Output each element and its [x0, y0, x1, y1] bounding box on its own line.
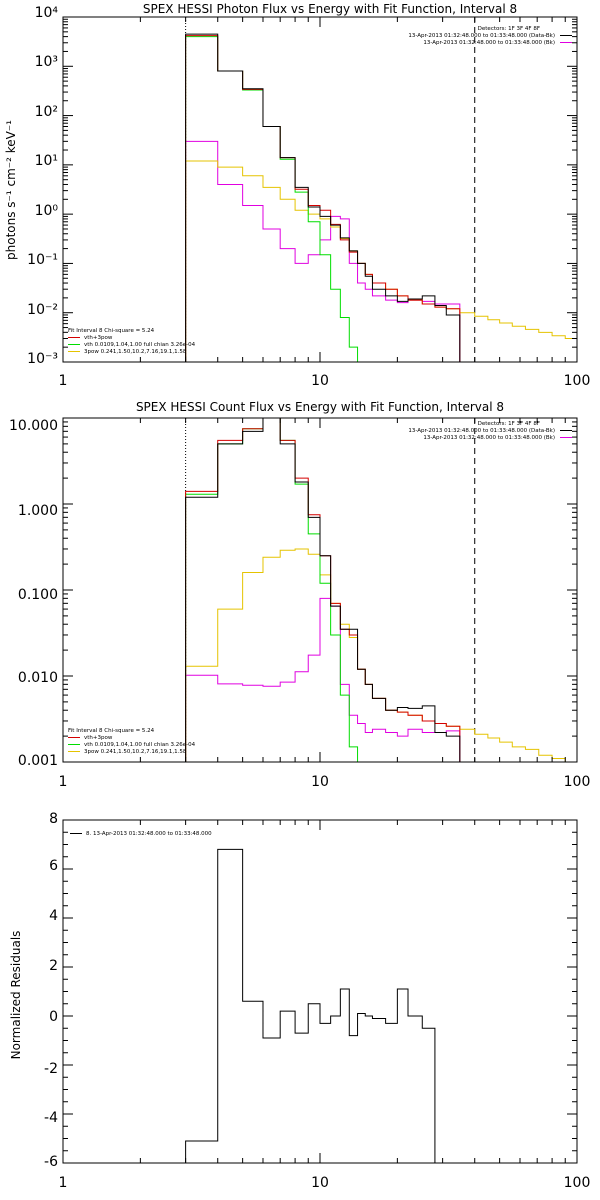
panel2-series-3	[185, 548, 577, 762]
panel1-frame	[62, 16, 578, 363]
count-flux-panel: SPEX HESSI Count Flux vs Energy with Fit…	[9, 400, 590, 790]
panel1-header-0: Detectors: 1F 3F 4F 8F	[478, 26, 540, 32]
panel1-header-1: 13-Apr-2013 01:32:48.000 to 01:33:48.000…	[408, 33, 555, 39]
panel3-ylabel: Normalized Residuals	[9, 931, 23, 1060]
panel1-ytick-label-0: 10⁻³	[27, 351, 58, 367]
panel1-fit-line-3: 3pow 0.241,1.50,10.2,7.16,19.1,1.58	[84, 349, 187, 355]
panel2-series-1	[185, 418, 461, 762]
panel3-ytick-label-5: 4	[49, 908, 58, 924]
panel2-xtick-label-1: 10	[311, 774, 329, 790]
panel1-xtick-label-0: 1	[59, 373, 68, 389]
panel2-series-2	[185, 418, 359, 762]
panel3-ytick-label-6: 6	[49, 858, 58, 874]
panel3-legend-text: 8. 13-Apr-2013 01:32:48.000 to 01:33:48.…	[86, 831, 212, 837]
panel1-ytick-label-7: 10⁴	[35, 5, 59, 21]
panel2-ytick-label-4: 10.000	[9, 418, 58, 434]
panel3-ytick-label-3: 0	[49, 1009, 58, 1025]
panel1-fit-line-0: Fit Interval 8 Chi-square = 5.24	[68, 328, 155, 334]
photon-flux-panel: SPEX HESSI Photon Flux vs Energy with Fi…	[4, 2, 590, 389]
panel1-series-4	[185, 140, 461, 362]
panel1-series-3	[185, 160, 577, 362]
panel1-ytick-label-5: 10²	[35, 104, 58, 120]
panel3-ytick-label-1: -4	[44, 1110, 58, 1126]
panel3-ytick-label-2: -2	[44, 1061, 58, 1077]
panel1-title: SPEX HESSI Photon Flux vs Energy with Fi…	[143, 2, 517, 16]
panel2-header-0: Detectors: 1F 3F 4F 8F	[478, 421, 540, 427]
panel1-fit-line-2: vth 0.0109,1.04,1.00 full chian 3.26e-04	[84, 342, 196, 348]
residuals-panel: Normalized Residuals 8. 13-Apr-2013 01:3…	[9, 811, 590, 1191]
panel2-ytick-label-1: 0.010	[18, 670, 58, 686]
panel3-xtick-label-1: 10	[311, 1175, 329, 1191]
panel2-ytick-label-0: 0.001	[18, 753, 58, 769]
panel3-xtick-label-0: 1	[59, 1175, 68, 1191]
panel2-title: SPEX HESSI Count Flux vs Energy with Fit…	[136, 400, 504, 414]
panel2-series-0	[185, 418, 461, 762]
panel1-series-1	[185, 35, 461, 362]
panel2-fit-line-0: Fit Interval 8 Chi-square = 5.24	[68, 728, 155, 734]
panel2-ytick-label-3: 1.000	[18, 503, 58, 519]
panel3-frame	[62, 819, 578, 1164]
panel2-frame	[62, 417, 578, 763]
panel3-ytick-label-4: 2	[49, 958, 58, 974]
panel2-fit-line-2: vth 0.0109,1.04,1.00 full chian 3.26e-04	[84, 742, 196, 748]
panel2-xtick-label-0: 1	[59, 774, 68, 790]
panel1-xtick-label-2: 100	[564, 373, 591, 389]
panel2-ytick-label-2: 0.100	[18, 587, 58, 603]
panel2-fit-line-3: 3pow 0.241,1.50,10.2,7.16,19.1,1.58	[84, 749, 187, 755]
panel1-ytick-label-3: 10⁰	[35, 203, 59, 219]
panel2-header-1: 13-Apr-2013 01:32:48.000 to 01:33:48.000…	[408, 428, 555, 434]
panel2-fit-line-1: vth+3pow	[84, 735, 113, 741]
panel2-header-2: 13-Apr-2013 01:32:48.000 to 01:33:48.000…	[423, 435, 555, 441]
panel1-ytick-label-6: 10³	[35, 54, 58, 70]
panel1-ytick-label-4: 10¹	[35, 153, 58, 169]
panel2-xtick-label-2: 100	[564, 774, 591, 790]
panel3-series-0	[185, 848, 475, 1163]
panel1-series-0	[185, 33, 461, 362]
panel3-xtick-label-2: 100	[564, 1175, 591, 1191]
panel2-series-4	[185, 597, 461, 762]
panel1-ytick-label-2: 10⁻¹	[27, 252, 58, 268]
panel3-ytick-label-0: -6	[44, 1154, 58, 1170]
panel1-ytick-label-1: 10⁻²	[27, 302, 58, 318]
panel1-series-2	[185, 36, 359, 362]
panel1-header-2: 13-Apr-2013 01:32:48.000 to 01:33:48.000…	[423, 40, 555, 46]
panel1-ylabel: photons s⁻¹ cm⁻² keV⁻¹	[4, 120, 18, 260]
panel3-ytick-label-7: 8	[49, 811, 58, 827]
panel1-fit-line-1: vth+3pow	[84, 335, 113, 341]
panel1-xtick-label-1: 10	[311, 373, 329, 389]
